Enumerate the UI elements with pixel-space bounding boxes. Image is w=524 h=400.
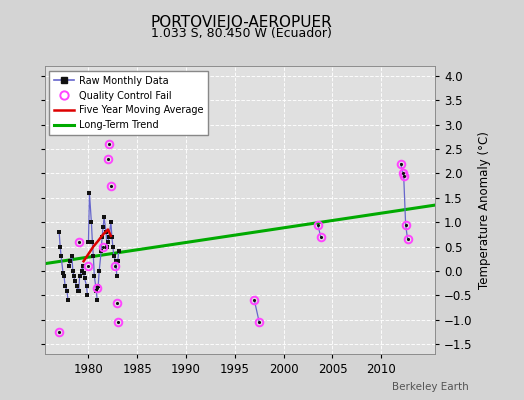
Legend: Raw Monthly Data, Quality Control Fail, Five Year Moving Average, Long-Term Tren: Raw Monthly Data, Quality Control Fail, … [49,71,208,135]
Text: 1.033 S, 80.450 W (Ecuador): 1.033 S, 80.450 W (Ecuador) [150,28,332,40]
Y-axis label: Temperature Anomaly (°C): Temperature Anomaly (°C) [478,131,491,289]
Text: PORTOVIEJO-AEROPUER: PORTOVIEJO-AEROPUER [150,14,332,30]
Text: Berkeley Earth: Berkeley Earth [392,382,469,392]
